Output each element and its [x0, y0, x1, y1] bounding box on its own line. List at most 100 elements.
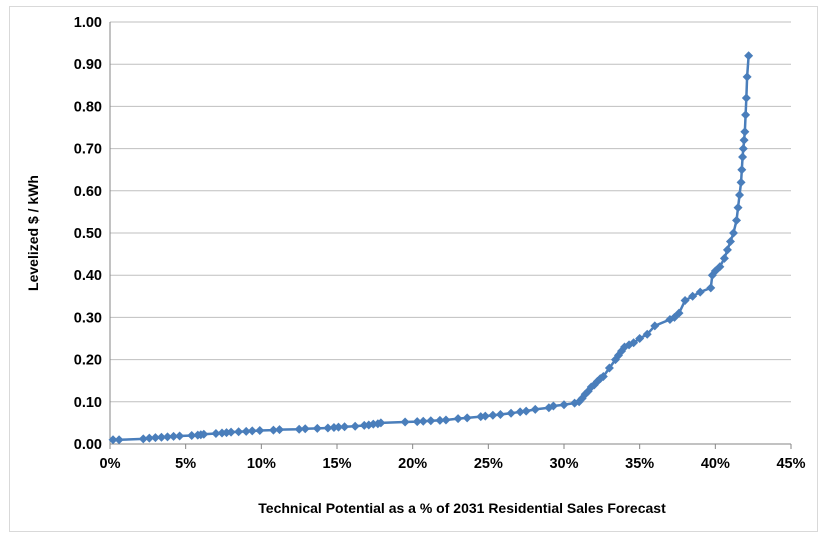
data-point: [706, 283, 716, 293]
data-point: [650, 321, 660, 331]
x-tick-label: 10%: [247, 456, 276, 472]
data-point: [187, 431, 197, 441]
data-point: [350, 421, 360, 431]
data-point: [515, 407, 525, 417]
data-point: [680, 296, 690, 306]
y-tick-labels: 0.00 0.10 0.20 0.30 0.40 0.50 0.60 0.70 0.80 0.90…: [74, 15, 102, 453]
data-point: [334, 422, 344, 432]
data-point: [144, 433, 154, 443]
y-axis-title: Levelized $ / kWh: [25, 175, 41, 291]
data-point: [732, 215, 742, 225]
data-point: [234, 427, 244, 437]
data-point: [150, 433, 160, 443]
data-point: [488, 410, 498, 420]
data-point: [688, 291, 698, 301]
data-point: [695, 287, 705, 297]
y-tick-label: 0.30: [74, 310, 102, 326]
x-tick-label: 20%: [398, 456, 427, 472]
data-point: [741, 93, 751, 103]
data-point: [376, 418, 386, 428]
data-point: [300, 424, 310, 434]
series: [108, 51, 754, 445]
data-point: [312, 423, 322, 433]
x-axis-title: Technical Potential as a % of 2031 Resid…: [258, 500, 666, 516]
data-point: [108, 435, 118, 445]
y-tick-label: 0.10: [74, 395, 102, 411]
data-point: [530, 404, 540, 414]
data-point: [548, 401, 558, 411]
x-tick-label: 45%: [776, 456, 805, 472]
data-point: [226, 427, 236, 437]
data-point: [340, 422, 350, 432]
data-point: [412, 417, 422, 427]
data-point: [744, 51, 754, 61]
data-point: [741, 110, 751, 120]
data-point: [635, 334, 645, 343]
data-point: [559, 400, 569, 410]
data-point: [598, 371, 608, 381]
data-point: [736, 177, 746, 187]
y-tick-label: 0.50: [74, 226, 102, 242]
data-point: [169, 431, 179, 441]
x-tick-label: 5%: [175, 456, 196, 472]
y-tick-label: 0.40: [74, 268, 102, 284]
data-point: [495, 409, 505, 419]
data-point: [739, 135, 749, 145]
data-point: [323, 423, 333, 433]
data-point: [241, 426, 251, 436]
data-point: [453, 414, 463, 424]
x-tick-labels: 0% 5% 10% 15% 20% 25% 30% 35% 40% 45%: [100, 456, 806, 472]
data-point: [719, 253, 729, 263]
data-point: [715, 262, 725, 272]
data-point: [728, 228, 738, 238]
data-point: [255, 425, 265, 435]
data-point: [629, 338, 639, 348]
data-point: [435, 415, 445, 425]
data-point: [294, 424, 304, 434]
grid-lines: [110, 21, 791, 403]
data-point: [199, 429, 209, 439]
data-point: [418, 416, 428, 426]
data-point: [642, 329, 652, 339]
data-point: [740, 127, 750, 137]
x-tick-label: 0%: [100, 456, 121, 472]
y-tick-label: 0.70: [74, 142, 102, 158]
axes: [109, 22, 792, 449]
data-point: [247, 426, 257, 436]
data-point: [480, 411, 490, 421]
x-tick-label: 35%: [625, 456, 654, 472]
data-point: [521, 406, 531, 416]
x-tick-label: 30%: [549, 456, 578, 472]
data-point: [725, 236, 735, 246]
data-point: [733, 203, 743, 213]
data-point: [426, 416, 436, 426]
data-point: [742, 72, 752, 82]
data-point: [737, 165, 747, 175]
y-tick-label: 0.60: [74, 184, 102, 200]
data-point: [156, 432, 166, 442]
x-tick-label: 25%: [474, 456, 503, 472]
y-tick-label: 0.90: [74, 57, 102, 73]
data-point: [604, 363, 614, 373]
x-tick-label: 40%: [701, 456, 730, 472]
data-point: [462, 413, 472, 423]
data-point: [738, 144, 748, 154]
y-tick-label: 1.00: [74, 15, 102, 31]
data-point: [114, 435, 124, 445]
y-tick-label: 0.80: [74, 99, 102, 115]
y-tick-label: 0.20: [74, 353, 102, 369]
data-point: [163, 432, 173, 442]
data-point: [268, 425, 278, 435]
data-point: [138, 434, 148, 444]
data-point: [674, 308, 684, 318]
data-point: [274, 425, 284, 435]
data-point: [400, 417, 410, 427]
data-point: [441, 415, 451, 425]
y-tick-label: 0.00: [74, 437, 102, 453]
series-line: [113, 55, 750, 442]
data-point: [735, 190, 745, 200]
data-point: [722, 245, 732, 255]
data-point: [506, 408, 516, 418]
data-point: [738, 152, 748, 162]
